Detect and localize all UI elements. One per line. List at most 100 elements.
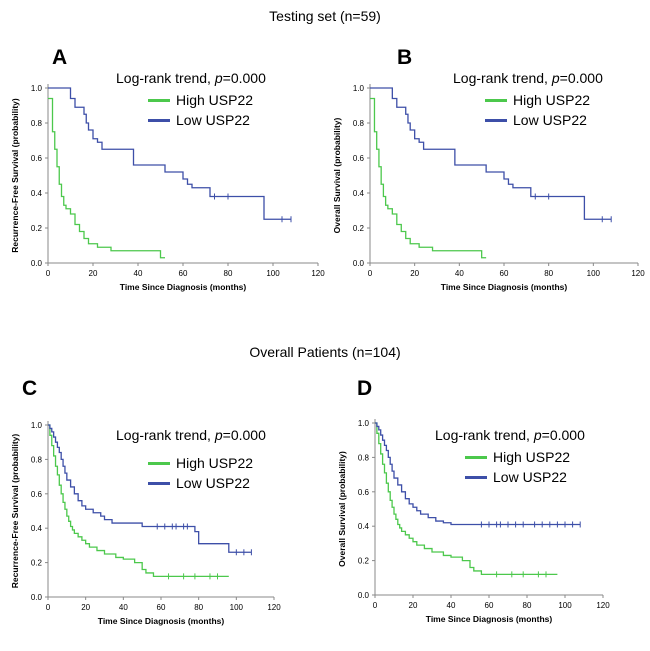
legend-high: High USP22 [148, 455, 253, 471]
x-axis-label: Time Since Diagnosis (months) [426, 614, 553, 624]
y-tick-label: 0.8 [31, 119, 43, 128]
km-plot-d: 0.0 0.2 0.4 0.6 0.8 1.0 0 20 40 60 80 100 120 Time Si… [337, 419, 610, 624]
y-tick-label: 0.6 [31, 154, 43, 163]
legend-high: High USP22 [148, 92, 253, 108]
y-tick-label: 0.8 [358, 453, 370, 462]
y-tick-label: 0.4 [31, 524, 43, 533]
x-tick-label: 120 [311, 269, 325, 278]
x-tick-label: 120 [631, 269, 645, 278]
x-tick-label: 100 [558, 601, 572, 610]
legend-low: Low USP22 [148, 475, 250, 491]
x-axis-label: Time Since Diagnosis (months) [120, 282, 247, 292]
logrank-label: Log-rank trend, p=0.000 [453, 70, 603, 86]
legend-low-swatch [485, 118, 507, 122]
panel-d: D Log-rank trend, p=0.000 High USP22 Low… [325, 375, 650, 624]
x-tick-label: 20 [89, 269, 98, 278]
x-tick-label: 0 [368, 269, 373, 278]
x-tick-label: 120 [267, 603, 281, 612]
logrank-label: Log-rank trend, p=0.000 [435, 427, 585, 443]
km-plot-c: 0.0 0.2 0.4 0.6 0.8 1.0 0 20 40 60 80 100 120 Time Si… [10, 421, 281, 626]
y-tick-label: 0.0 [353, 259, 365, 268]
y-tick-label: 0.0 [31, 259, 43, 268]
x-tick-label: 80 [224, 269, 233, 278]
legend-high-swatch [465, 455, 487, 459]
legend-high: High USP22 [485, 92, 590, 108]
y-tick-label: 0.6 [358, 488, 370, 497]
y-tick-label: 1.0 [31, 84, 43, 93]
y-axis-label: Overall Survival (probability) [337, 451, 347, 567]
x-tick-label: 80 [523, 601, 532, 610]
y-tick-label: 0.6 [353, 154, 365, 163]
legend-low: Low USP22 [485, 112, 587, 128]
testing-set-title: Testing set (n=59) [269, 8, 381, 24]
logrank-label: Log-rank trend, p=0.000 [116, 70, 266, 86]
legend-high-swatch [148, 461, 170, 465]
x-tick-label: 100 [587, 269, 601, 278]
y-tick-label: 0.8 [353, 119, 365, 128]
legend-low: Low USP22 [465, 469, 567, 485]
y-tick-label: 0.4 [31, 189, 43, 198]
panel-label: A [52, 46, 68, 69]
x-tick-label: 60 [500, 269, 509, 278]
legend-high-swatch [485, 98, 507, 102]
y-tick-label: 0.2 [358, 557, 370, 566]
legend-low-swatch [465, 475, 487, 479]
x-tick-label: 20 [81, 603, 90, 612]
panel-label: D [357, 377, 373, 400]
legend-low: Low USP22 [148, 112, 250, 128]
x-tick-label: 40 [455, 269, 464, 278]
x-tick-label: 0 [46, 603, 51, 612]
panel-c: C Log-rank trend, p=0.000 High USP22 Low… [0, 375, 325, 626]
y-tick-label: 0.2 [31, 224, 43, 233]
x-tick-label: 100 [230, 603, 244, 612]
km-curve-high [48, 97, 165, 259]
km-curve-low [48, 424, 252, 553]
y-tick-label: 0.4 [353, 189, 365, 198]
km-curve-high [370, 97, 487, 259]
y-axis-label: Overall Survival (probability) [332, 117, 342, 233]
y-tick-label: 0.2 [353, 224, 365, 233]
legend-high: High USP22 [465, 449, 570, 465]
km-curve-low [48, 87, 291, 220]
km-curve-low [370, 87, 612, 220]
x-tick-label: 40 [447, 601, 456, 610]
y-tick-label: 0.2 [31, 559, 43, 568]
x-tick-label: 20 [410, 269, 419, 278]
y-tick-label: 0.0 [31, 593, 43, 602]
y-tick-label: 0.0 [358, 591, 370, 600]
legend-low-swatch [148, 118, 170, 122]
km-plot-b: 0.0 0.2 0.4 0.6 0.8 1.0 0 20 40 60 80 100 120 Time Si… [332, 84, 645, 292]
legend-low-swatch [148, 481, 170, 485]
x-tick-label: 0 [46, 269, 51, 278]
x-tick-label: 60 [157, 603, 166, 612]
x-tick-label: 40 [119, 603, 128, 612]
km-curve-high [48, 424, 229, 578]
x-tick-label: 60 [485, 601, 494, 610]
x-tick-label: 80 [544, 269, 553, 278]
x-tick-label: 20 [409, 601, 418, 610]
overall-patients-title: Overall Patients (n=104) [249, 344, 401, 360]
y-tick-label: 1.0 [31, 421, 43, 430]
y-tick-label: 0.4 [358, 522, 370, 531]
x-axis-label: Time Since Diagnosis (months) [441, 282, 568, 292]
x-tick-label: 100 [266, 269, 280, 278]
km-curve-low [375, 422, 581, 526]
y-axis-label: Recurrence-Free Survival (probability) [10, 434, 20, 589]
x-tick-label: 60 [179, 269, 188, 278]
panel-b: B Log-rank trend, p=0.000 High USP22 Low… [325, 40, 650, 292]
x-tick-label: 40 [134, 269, 143, 278]
x-tick-label: 80 [194, 603, 203, 612]
y-axis-label: Recurrence-Free Survival (probability) [10, 98, 20, 253]
km-plot-a: 0.0 0.2 0.4 0.6 0.8 1.0 0 20 40 60 80 100 120 Time Si… [10, 84, 325, 292]
y-tick-label: 0.6 [31, 490, 43, 499]
km-curve-high [375, 422, 558, 576]
x-axis-label: Time Since Diagnosis (months) [98, 616, 225, 626]
legend-high-swatch [148, 98, 170, 102]
x-tick-label: 120 [596, 601, 610, 610]
panel-label: C [22, 377, 38, 400]
y-tick-label: 1.0 [353, 84, 365, 93]
x-tick-label: 0 [373, 601, 378, 610]
y-tick-label: 0.8 [31, 455, 43, 464]
panel-label: B [397, 46, 413, 69]
logrank-label: Log-rank trend, p=0.000 [116, 427, 266, 443]
